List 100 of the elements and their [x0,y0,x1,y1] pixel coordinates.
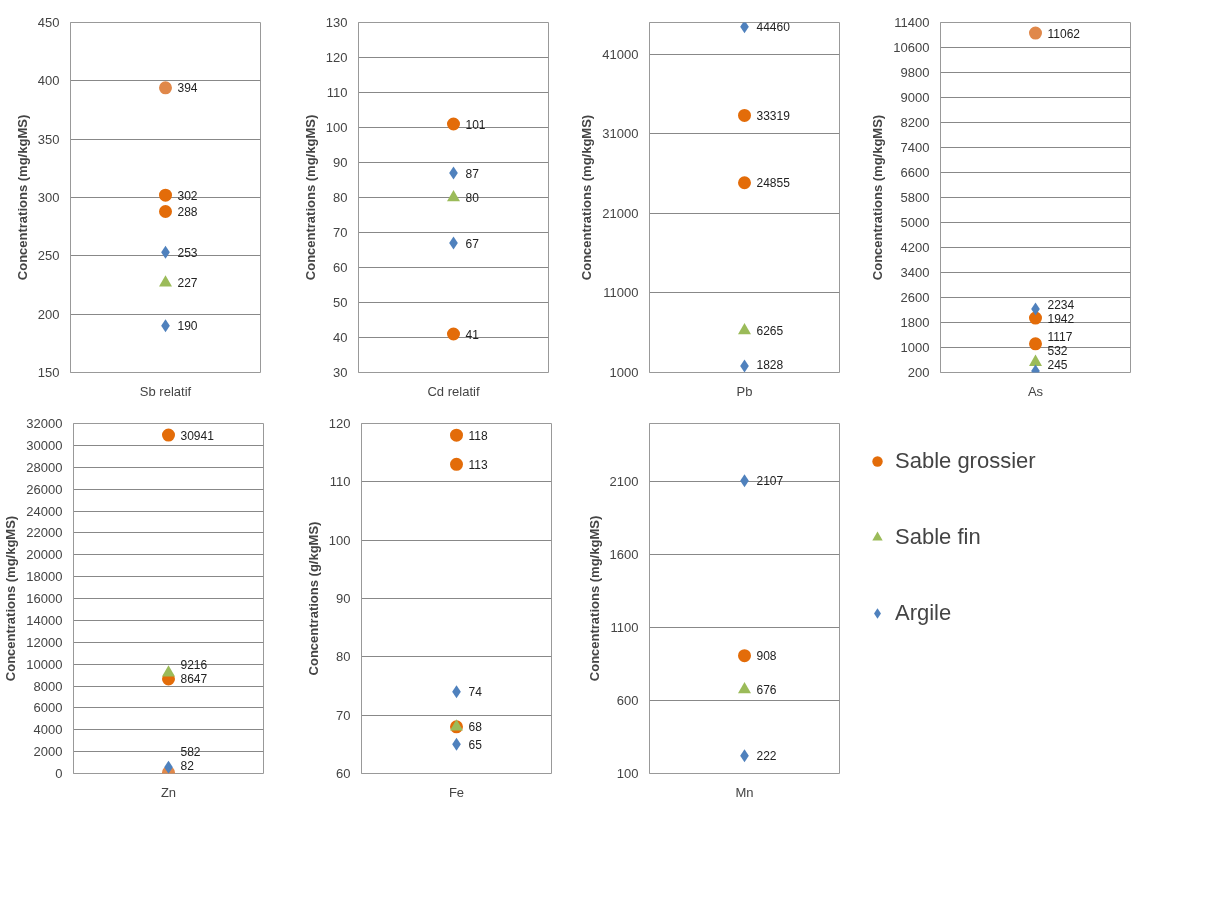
data-label: 9216 [180,658,208,673]
data-label: 30941 [180,428,215,443]
y-tick-label: 30000 [26,437,63,453]
data-label: 532 [1047,344,1068,358]
y-tick-label: 130 [325,15,348,30]
point [738,323,751,335]
point [740,22,749,34]
data-label: 2107 [756,474,784,489]
y-tick-label: 11000 [603,285,639,301]
y-tick-label: 3400 [900,265,930,280]
y-tick-label: 0 [55,766,63,781]
point [738,649,751,663]
point [162,665,175,677]
y-tick-label: 26000 [26,481,63,497]
y-tick-label: 9800 [900,65,930,80]
y-tick-label: 110 [326,85,348,100]
y-tick-label: 6000 [33,700,63,716]
y-tick-label: 250 [37,248,60,264]
y-axis-title: Concentrations (mg/kgMS) [586,515,602,682]
point [159,275,172,287]
y-tick-label: 1800 [900,315,930,330]
y-tick-label: 8200 [900,115,930,130]
data-label: 1942 [1047,311,1075,326]
data-label: 1828 [756,358,784,372]
legend-label: Sable fin [895,524,981,550]
data-label: 2234 [1047,297,1075,312]
point [1029,26,1042,40]
y-tick-label: 1000 [900,340,930,355]
y-tick-label: 4000 [33,722,63,738]
y-tick-label: 9000 [900,90,930,105]
point [738,176,751,190]
y-tick-label: 100 [325,120,348,135]
data-label: 118 [468,428,488,443]
y-tick-label: 28000 [26,459,63,475]
data-label: 80 [465,191,480,205]
data-label: 11062 [1047,26,1081,41]
point [162,428,175,442]
y-axis-title: Concentrations (mg/kgMS) [870,114,886,281]
y-tick-label: 150 [37,365,60,380]
y-tick-label: 5800 [900,190,930,205]
x-tick-label: Zn [160,784,177,800]
data-label: 82 [180,759,195,773]
y-tick-label: 41000 [602,46,639,62]
data-label: 302 [177,188,198,203]
data-label: 113 [468,457,488,472]
data-label: 190 [177,319,198,334]
y-tick-label: 100 [616,766,639,781]
y-tick-label: 70 [336,707,351,723]
y-tick-label: 10600 [893,40,930,55]
data-label: 67 [465,236,480,251]
y-tick-label: 32000 [26,416,63,431]
data-label: 65 [468,737,483,752]
y-tick-label: 120 [328,416,351,431]
y-tick-label: 80 [336,649,351,665]
data-label: 41 [465,327,480,342]
y-tick-label: 2600 [900,290,930,305]
y-tick-label: 120 [325,50,348,65]
y-tick-label: 1100 [610,620,639,636]
y-tick-label: 70 [333,225,348,240]
point [447,327,460,341]
data-label: 33319 [756,108,791,123]
legend-label: Sable grossier [895,448,1036,474]
y-tick-label: 20000 [26,547,63,563]
y-tick-label: 22000 [26,525,63,541]
data-label: 227 [177,276,198,291]
y-axis-title: Concentrations (mg/kgMS) [3,515,19,682]
y-tick-label: 2000 [33,744,63,760]
y-tick-label: 50 [333,295,348,310]
y-tick-label: 350 [37,131,60,147]
data-label: 8647 [180,672,208,687]
data-label: 394 [177,81,198,96]
point [1029,354,1042,366]
data-label: 288 [177,205,198,219]
data-label: 245 [1047,358,1068,372]
data-label: 74 [468,685,483,700]
y-tick-label: 40 [333,330,348,345]
x-tick-label: Pb [736,383,753,399]
point [1029,311,1042,325]
y-tick-label: 4200 [900,240,930,255]
data-label: 24855 [756,176,791,191]
y-tick-label: 21000 [602,205,639,221]
point [447,117,460,131]
y-tick-label: 2100 [609,474,639,490]
y-axis-title: Concentrations (mg/kgMS) [14,114,30,281]
y-tick-label: 200 [907,365,930,380]
data-label: 253 [177,245,198,260]
y-tick-label: 450 [37,15,60,30]
y-tick-label: 12000 [26,634,63,650]
y-tick-label: 90 [333,155,348,170]
y-tick-label: 90 [336,591,351,606]
x-tick-label: As [1027,383,1044,399]
y-tick-label: 14000 [26,612,63,628]
y-tick-label: 24000 [26,503,63,519]
y-tick-label: 60 [333,260,348,275]
y-tick-label: 8000 [33,678,63,694]
y-tick-label: 300 [37,190,60,205]
y-tick-label: 7400 [900,140,930,155]
y-tick-label: 6600 [900,165,930,180]
y-tick-label: 1600 [609,547,639,563]
point [450,428,463,442]
